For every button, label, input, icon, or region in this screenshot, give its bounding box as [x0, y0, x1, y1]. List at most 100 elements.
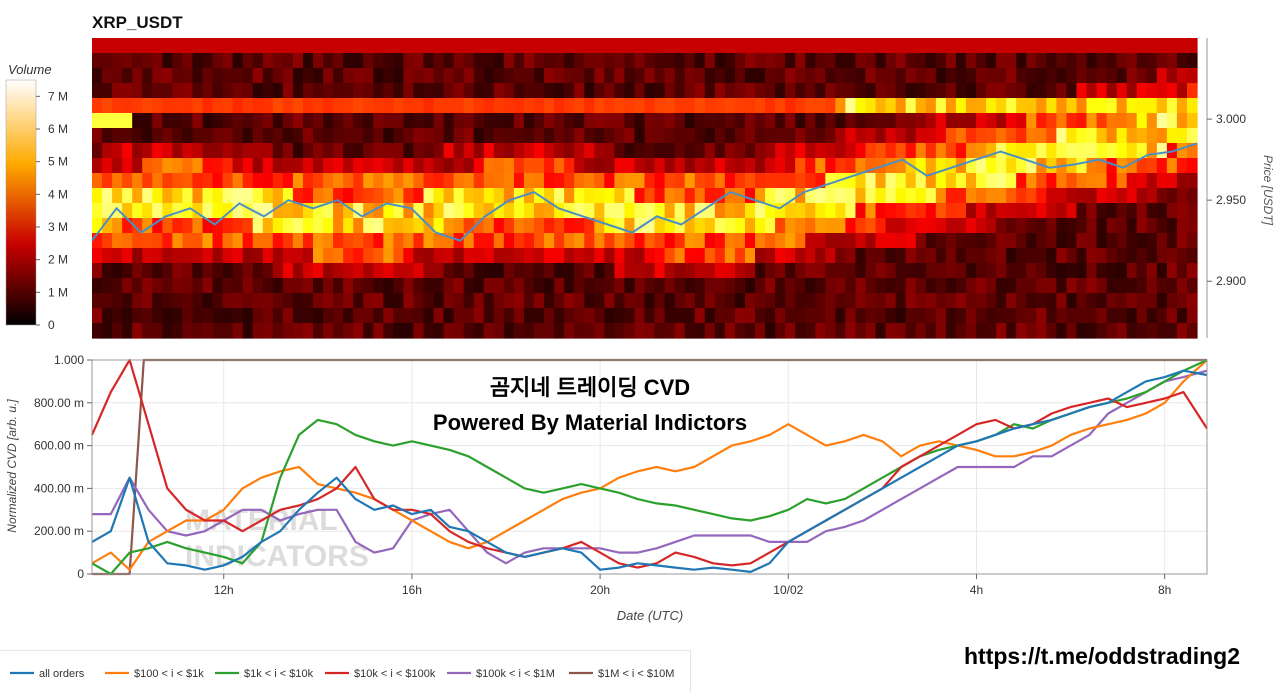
heatmap-cell	[965, 218, 977, 234]
heatmap-cell	[1006, 203, 1017, 219]
heatmap-cell	[102, 248, 113, 264]
heatmap-cell	[835, 188, 847, 204]
heatmap-cell	[162, 98, 173, 114]
heatmap-cell	[473, 233, 485, 249]
heatmap-cell	[373, 158, 384, 174]
heatmap-cell	[905, 293, 917, 309]
heatmap-cell	[493, 143, 505, 159]
heatmap-cell	[353, 158, 364, 174]
heatmap-cell	[463, 218, 475, 234]
heatmap-cell	[815, 158, 826, 174]
heatmap-cell	[292, 188, 304, 204]
heatmap-cell	[403, 323, 415, 339]
heatmap-cell	[875, 323, 887, 339]
heatmap-cell	[1016, 83, 1027, 99]
heatmap-cell	[393, 308, 405, 324]
heatmap-cell	[865, 158, 877, 174]
heatmap-cell	[142, 263, 153, 279]
cvd-frame	[91, 359, 1208, 575]
heatmap-cell	[684, 293, 696, 309]
heatmap-cell	[313, 53, 324, 69]
heatmap-cell	[242, 113, 254, 129]
heatmap-cell	[493, 263, 505, 279]
heatmap-cell	[483, 113, 495, 129]
heatmap-cell	[1156, 248, 1168, 264]
heatmap-cell	[1146, 53, 1158, 69]
heatmap-cell	[755, 323, 766, 339]
heatmap-cell	[473, 83, 485, 99]
heatmap-cell	[1096, 143, 1108, 159]
heatmap-cell	[996, 203, 1007, 219]
heatmap-cell	[1106, 218, 1118, 234]
heatmap-cell	[905, 263, 917, 279]
heatmap-cell	[815, 308, 826, 324]
heatmap-cell	[674, 278, 686, 294]
heatmap-cell	[292, 278, 304, 294]
heatmap-cell	[232, 83, 244, 99]
heatmap-cell	[1026, 218, 1037, 234]
heatmap-cell	[584, 263, 595, 279]
heatmap-cell	[302, 323, 314, 339]
heatmap-cell	[744, 83, 756, 99]
telegram-link[interactable]: https://t.me/oddstrading2	[964, 643, 1240, 669]
heatmap-cell	[503, 113, 515, 129]
heatmap-cell	[292, 203, 304, 219]
heatmap-cell	[885, 308, 897, 324]
heatmap-cell	[875, 278, 887, 294]
heatmap-cell	[684, 173, 696, 189]
heatmap-cell	[112, 233, 123, 249]
heatmap-cell	[1116, 83, 1128, 99]
heatmap-cell	[765, 98, 776, 114]
heatmap-cell	[724, 158, 736, 174]
heatmap-cell	[212, 68, 224, 84]
heatmap-cell	[1026, 233, 1037, 249]
heatmap-cell	[132, 53, 143, 69]
heatmap-cell	[885, 293, 897, 309]
heatmap-cell	[252, 248, 264, 264]
heatmap-cell	[102, 173, 113, 189]
heatmap-y-tick-label: 2.900	[1216, 274, 1246, 288]
heatmap-cell	[935, 323, 947, 339]
heatmap-cell	[614, 68, 626, 84]
heatmap-cell	[102, 128, 113, 144]
heatmap-cell	[122, 128, 133, 144]
heatmap-cell	[353, 233, 364, 249]
heatmap-cell	[1056, 308, 1068, 324]
heatmap-cell	[292, 263, 304, 279]
heatmap-cell	[976, 278, 987, 294]
heatmap-cell	[915, 203, 927, 219]
heatmap-cell	[182, 233, 194, 249]
heatmap-cell	[724, 68, 736, 84]
heatmap-cell	[594, 308, 605, 324]
heatmap-cell	[443, 278, 455, 294]
heatmap-cell	[1036, 98, 1047, 114]
heatmap-cell	[202, 38, 214, 54]
heatmap-cell	[805, 98, 816, 114]
heatmap-cell	[1146, 248, 1158, 264]
heatmap-cell	[775, 128, 786, 144]
heatmap-cell	[1076, 233, 1088, 249]
heatmap-cell	[935, 203, 947, 219]
heatmap-cell	[604, 233, 615, 249]
heatmap-cell	[132, 128, 143, 144]
heatmap-cell	[684, 83, 696, 99]
heatmap-cell	[544, 173, 555, 189]
heatmap-cell	[845, 218, 857, 234]
heatmap-cell	[1146, 263, 1158, 279]
heatmap-cell	[162, 263, 173, 279]
heatmap-cell	[976, 233, 987, 249]
heatmap-cell	[564, 68, 575, 84]
heatmap-cell	[1006, 188, 1017, 204]
heatmap-cell	[473, 53, 485, 69]
heatmap-cell	[102, 143, 113, 159]
heatmap-cell	[965, 188, 977, 204]
heatmap-cell	[493, 38, 505, 54]
heatmap-cell	[92, 278, 103, 294]
heatmap-cell	[302, 173, 314, 189]
heatmap-cell	[634, 248, 646, 264]
heatmap-cell	[765, 38, 776, 54]
heatmap-cell	[1106, 53, 1118, 69]
heatmap-cell	[895, 98, 907, 114]
heatmap-cell	[724, 308, 736, 324]
heatmap-cell	[152, 233, 163, 249]
